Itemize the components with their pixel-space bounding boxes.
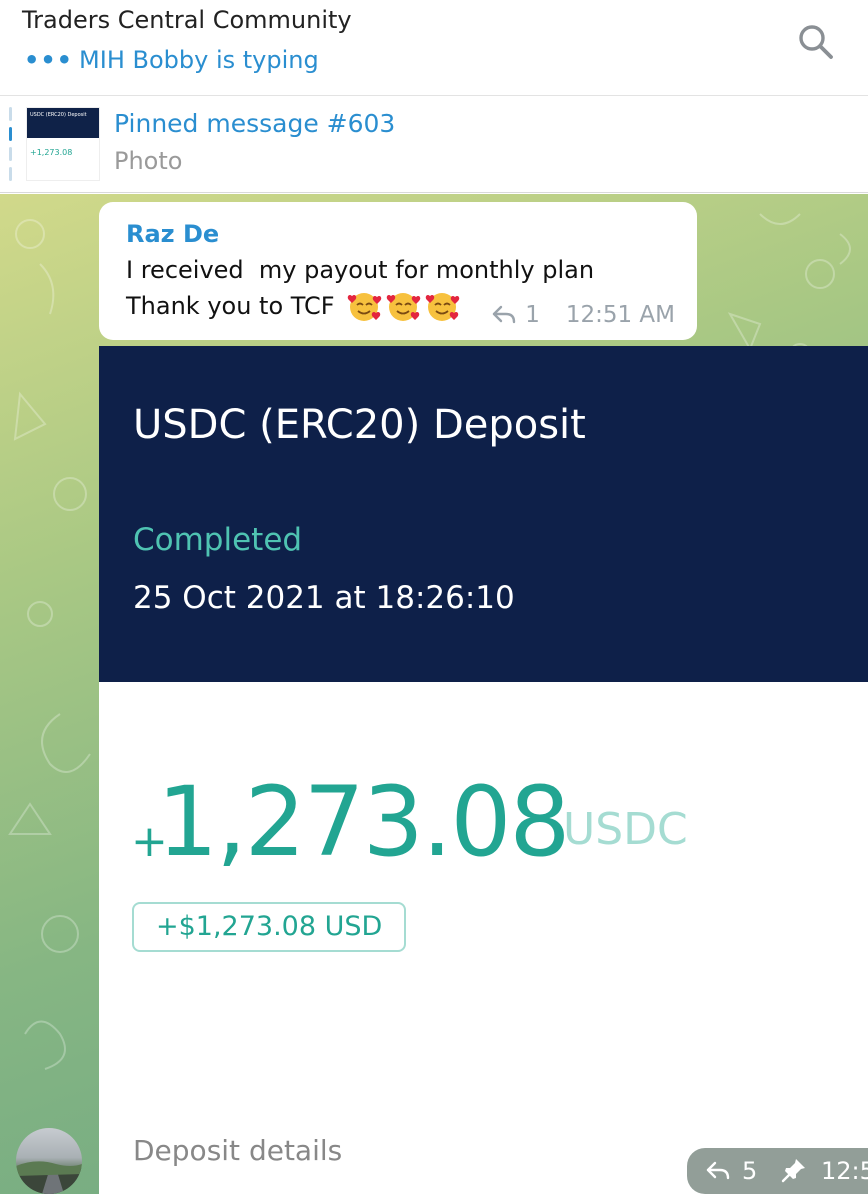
- pinned-thumb-amount: +1,273.08: [30, 148, 73, 157]
- chat-header: Traders Central Community ••• MIH Bobby i…: [0, 0, 868, 96]
- chat-area[interactable]: Raz De I received my payout for monthly …: [0, 194, 868, 1194]
- deposit-date: 25 Oct 2021 at 18:26:10: [133, 580, 515, 616]
- deposit-usd-value: +$1,273.08 USD: [132, 902, 407, 952]
- pinned-subtitle: Photo: [114, 147, 183, 175]
- smiling-face-with-hearts-icon: [347, 293, 382, 321]
- message-text-line-1: I received my payout for monthly plan: [126, 256, 595, 284]
- pinned-thumbnail: USDC (ERC20) Deposit +1,273.08: [26, 107, 100, 181]
- deposit-unit: USDC: [563, 804, 688, 855]
- reply-icon[interactable]: [705, 1160, 731, 1182]
- message-time: 12:51 AM: [565, 302, 675, 328]
- pin-icon: [781, 1159, 805, 1183]
- avatar-photo: [16, 1161, 82, 1194]
- typing-dots: •••: [24, 46, 74, 74]
- message-text-line-2: Thank you to TCF: [126, 292, 335, 320]
- pinned-thumb-title: USDC (ERC20) Deposit: [27, 108, 99, 138]
- photo-message[interactable]: USDC (ERC20) Deposit Completed 25 Oct 20…: [99, 346, 868, 1194]
- message-meta: 1 12:51 AM: [491, 302, 675, 328]
- reply-icon[interactable]: [491, 304, 517, 326]
- photo-time: 12:5: [821, 1157, 868, 1185]
- chat-wallpaper-doodles: [8, 213, 851, 1070]
- emoji-group: [346, 288, 460, 324]
- pinned-position-indicator: [9, 107, 12, 183]
- sender-name[interactable]: Raz De: [126, 220, 220, 248]
- message-bubble[interactable]: Raz De I received my payout for monthly …: [99, 202, 697, 340]
- chat-title[interactable]: Traders Central Community: [22, 6, 352, 34]
- typing-text: MIH Bobby is typing: [79, 46, 319, 74]
- deposit-title: USDC (ERC20) Deposit: [133, 402, 586, 448]
- photo-meta-pill: 5 12:5: [687, 1148, 868, 1194]
- deposit-details-label: Deposit details: [133, 1134, 343, 1167]
- pinned-title: Pinned message #603: [114, 109, 396, 138]
- avatar[interactable]: [16, 1128, 82, 1194]
- reply-count[interactable]: 1: [525, 302, 540, 328]
- search-icon[interactable]: [796, 22, 836, 62]
- deposit-status: Completed: [133, 522, 303, 558]
- smiling-face-with-hearts-icon: [425, 293, 460, 321]
- deposit-amount: 1,273.08: [157, 766, 570, 878]
- pinned-message-bar[interactable]: USDC (ERC20) Deposit +1,273.08 Pinned me…: [0, 97, 868, 193]
- deposit-header: USDC (ERC20) Deposit Completed 25 Oct 20…: [99, 346, 868, 682]
- photo-reply-count[interactable]: 5: [742, 1157, 758, 1185]
- deposit-plus-sign: +: [131, 816, 168, 867]
- typing-indicator: ••• MIH Bobby is typing: [24, 46, 319, 74]
- smiling-face-with-hearts-icon: [386, 293, 421, 321]
